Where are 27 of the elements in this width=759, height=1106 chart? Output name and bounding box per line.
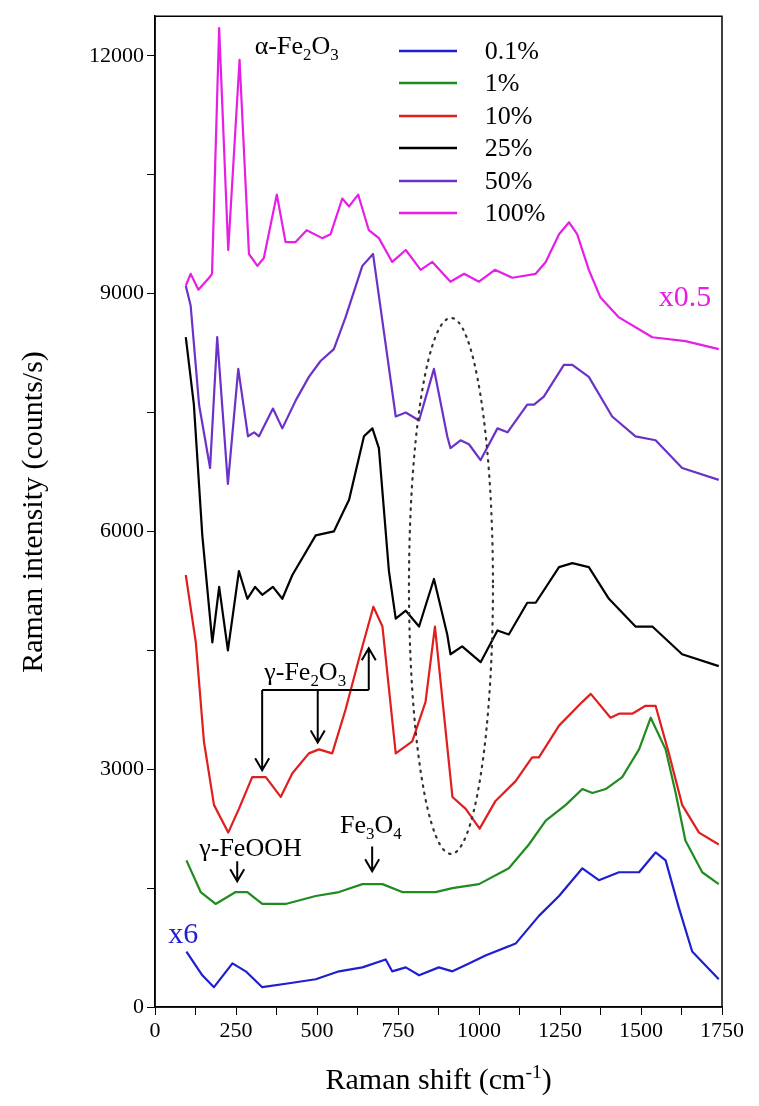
y-axis-title: Raman intensity (counts/s) bbox=[14, 350, 49, 673]
x-tick-label: 250 bbox=[219, 1016, 253, 1042]
annotation: γ-Fe$_{2}$O$_{3}$ bbox=[264, 657, 347, 692]
y-tick-label: 9000 bbox=[100, 279, 144, 305]
legend-label: 10% bbox=[484, 100, 533, 131]
annotation: x0.5 bbox=[658, 278, 712, 313]
annotation: Fe$_{3}$O$_{4}$ bbox=[340, 809, 402, 844]
y-tick-label: 6000 bbox=[100, 517, 144, 543]
legend-label: 1% bbox=[484, 68, 520, 99]
annotation: γ-FeOOH bbox=[199, 833, 302, 864]
y-tick-label: 3000 bbox=[100, 754, 144, 780]
legend-label: 100% bbox=[484, 198, 546, 229]
x-tick-label: 750 bbox=[381, 1016, 415, 1042]
x-tick-label: 1000 bbox=[457, 1016, 501, 1042]
annotation: x6 bbox=[168, 915, 199, 950]
x-tick-label: 0 bbox=[149, 1016, 161, 1042]
x-tick-label: 1500 bbox=[619, 1016, 663, 1042]
legend-label: 0.1% bbox=[484, 35, 539, 66]
annotation: α-Fe$_{2}$O$_{3}$ bbox=[254, 30, 339, 66]
x-axis-title: Raman shift (cm$^{-1}$) bbox=[325, 1060, 552, 1096]
legend-label: 25% bbox=[484, 133, 533, 164]
x-tick-label: 1750 bbox=[700, 1016, 744, 1042]
legend-label: 50% bbox=[484, 165, 533, 196]
y-tick-label: 0 bbox=[133, 992, 144, 1018]
x-tick-label: 500 bbox=[300, 1016, 334, 1042]
x-tick-label: 1250 bbox=[538, 1016, 582, 1042]
y-tick-label: 12000 bbox=[89, 41, 144, 67]
